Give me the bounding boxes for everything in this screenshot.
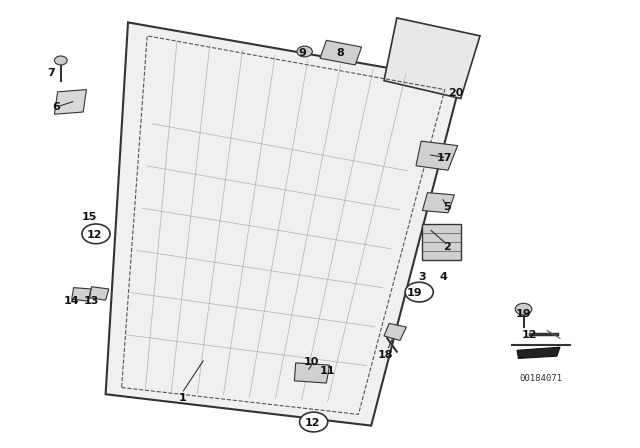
Polygon shape bbox=[72, 288, 91, 301]
Text: 11: 11 bbox=[320, 366, 335, 376]
Text: 20: 20 bbox=[448, 88, 463, 98]
Text: 8: 8 bbox=[337, 48, 344, 58]
Text: 10: 10 bbox=[304, 357, 319, 367]
Polygon shape bbox=[106, 22, 461, 426]
Polygon shape bbox=[416, 141, 458, 170]
Text: 4: 4 bbox=[440, 272, 447, 282]
Text: 1: 1 bbox=[179, 393, 186, 403]
Circle shape bbox=[82, 224, 110, 244]
Circle shape bbox=[54, 56, 67, 65]
Polygon shape bbox=[422, 193, 454, 213]
Text: 9: 9 bbox=[298, 48, 306, 58]
Polygon shape bbox=[384, 323, 406, 340]
Polygon shape bbox=[90, 287, 109, 300]
Polygon shape bbox=[320, 40, 362, 65]
Text: 00184071: 00184071 bbox=[519, 374, 563, 383]
Text: 12: 12 bbox=[522, 330, 538, 340]
Text: 6: 6 bbox=[52, 102, 60, 112]
Text: 7: 7 bbox=[47, 68, 55, 78]
Text: 3: 3 bbox=[419, 272, 426, 282]
Text: 19: 19 bbox=[407, 288, 422, 298]
Circle shape bbox=[297, 46, 312, 57]
Text: 2: 2 bbox=[443, 242, 451, 252]
Text: 12: 12 bbox=[87, 230, 102, 240]
Text: 17: 17 bbox=[437, 153, 452, 163]
Text: 15: 15 bbox=[82, 212, 97, 222]
Text: 12: 12 bbox=[305, 418, 320, 428]
Text: 19: 19 bbox=[516, 310, 531, 319]
Text: 5: 5 bbox=[443, 202, 451, 212]
Text: 13: 13 bbox=[83, 296, 99, 306]
Text: 18: 18 bbox=[378, 350, 393, 360]
Circle shape bbox=[300, 412, 328, 432]
Polygon shape bbox=[422, 224, 461, 260]
Text: 14: 14 bbox=[64, 296, 79, 306]
Polygon shape bbox=[517, 347, 560, 358]
Polygon shape bbox=[384, 18, 480, 99]
Circle shape bbox=[405, 282, 433, 302]
Polygon shape bbox=[294, 363, 330, 383]
Circle shape bbox=[515, 303, 532, 315]
Polygon shape bbox=[54, 90, 86, 114]
